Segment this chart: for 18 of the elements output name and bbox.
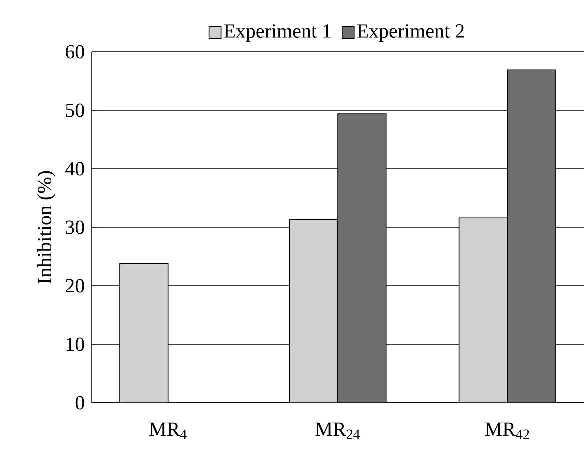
bar bbox=[507, 70, 556, 403]
y-tick-label: 60 bbox=[66, 45, 84, 59]
y-tick-label: 40 bbox=[66, 162, 84, 176]
bar bbox=[289, 219, 338, 403]
y-axis-title: Inhibition (%) bbox=[37, 171, 56, 284]
legend-label: Experiment 2 bbox=[357, 24, 464, 42]
y-tick-label: 20 bbox=[66, 279, 84, 293]
x-tick-label: MR$_{24}$ bbox=[316, 422, 360, 440]
bar bbox=[338, 114, 387, 403]
bar bbox=[458, 218, 508, 403]
legend-label: Experiment 1 bbox=[224, 24, 331, 42]
bar bbox=[120, 263, 169, 403]
y-tick-label: 0 bbox=[76, 396, 84, 410]
y-tick-label: 30 bbox=[66, 220, 84, 234]
x-tick-label: MR$_{4}$ bbox=[150, 422, 187, 440]
y-tick-label: 50 bbox=[66, 104, 84, 118]
y-tick-label: 10 bbox=[66, 338, 84, 352]
x-tick-label: MR$_{42}$ bbox=[485, 422, 530, 440]
